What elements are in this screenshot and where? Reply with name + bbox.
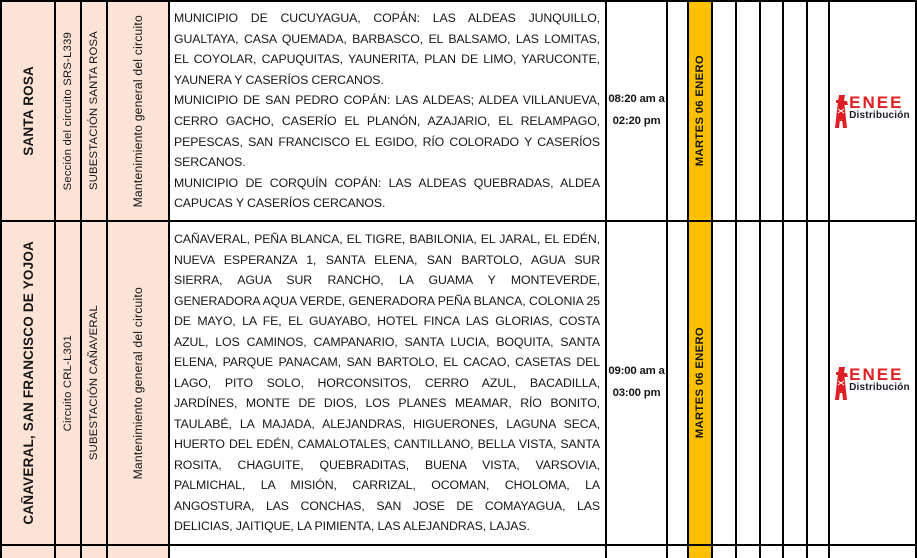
enee-wordmark: ENEE Distribución bbox=[849, 92, 910, 121]
day-cell-partial bbox=[668, 546, 687, 558]
enee-brand-text: ENEE bbox=[849, 92, 904, 112]
zone-name: SANTA ROSA bbox=[20, 66, 36, 156]
work-cell-partial bbox=[108, 546, 168, 558]
circuit-cell: Sección del circuito SRS-L339 bbox=[56, 2, 80, 220]
enee-brand-text: ENEE bbox=[849, 364, 904, 384]
areas-paragraph: MUNICIPIO DE CUCUYAGUA, COPÁN: LAS ALDEA… bbox=[174, 11, 600, 87]
zone-cell-partial bbox=[2, 546, 54, 558]
substation-label: SUBESTACIÓN CAÑAVERAL bbox=[88, 305, 100, 461]
work-label: Mantenimiento general del circuito bbox=[131, 286, 145, 480]
day-cell bbox=[761, 222, 782, 544]
work-cell: Mantenimiento general del circuito bbox=[108, 2, 168, 220]
day-cell bbox=[713, 222, 735, 544]
substation-cell: SUBESTACIÓN CAÑAVERAL bbox=[82, 222, 106, 544]
day-label: MARTES 06 ENERO bbox=[694, 327, 706, 439]
circuit-label: Circuito CRL-L301 bbox=[62, 334, 74, 432]
zone-cell: CAÑAVERAL, SAN FRANCISCO DE YOJOA bbox=[2, 222, 54, 544]
areas-paragraph: MUNICIPIO DE SAN PEDRO COPÁN: LAS ALDEAS… bbox=[174, 93, 600, 170]
transmission-tower-icon bbox=[835, 94, 849, 128]
day-cell bbox=[737, 2, 759, 220]
areas-paragraph: MUNICIPIO DE CORQUÍN COPÁN: LAS ALDEAS Q… bbox=[174, 175, 600, 211]
day-cell bbox=[761, 2, 782, 220]
areas-cell: CAÑAVERAL, PEÑA BLANCA, EL TIGRE, BABILO… bbox=[170, 222, 605, 544]
logo-cell: ENEE Distribución bbox=[830, 2, 915, 220]
enee-subbrand-text: Distribución bbox=[849, 381, 910, 393]
work-label: Mantenimiento general del circuito bbox=[131, 14, 145, 208]
substation-cell: SUBESTACIÓN SANTA ROSA bbox=[82, 2, 106, 220]
logo-cell: ENEE Distribución bbox=[830, 222, 915, 544]
circuit-cell-partial bbox=[56, 546, 80, 558]
enee-logo: ENEE Distribución bbox=[835, 364, 910, 400]
day-cell-highlighted: MARTES 06 ENERO bbox=[689, 222, 711, 544]
circuit-label: Sección del circuito SRS-L339 bbox=[62, 31, 74, 191]
substation-label: SUBESTACIÓN SANTA ROSA bbox=[88, 31, 100, 191]
enee-subbrand-text: Distribución bbox=[849, 109, 910, 121]
logo-cell-partial bbox=[830, 546, 915, 558]
zone-name: CAÑAVERAL, SAN FRANCISCO DE YOJOA bbox=[20, 241, 36, 525]
time-cell: 09:00 am a 03:00 pm bbox=[607, 222, 666, 544]
areas-cell: MUNICIPIO DE CUCUYAGUA, COPÁN: LAS ALDEA… bbox=[170, 2, 605, 220]
day-cell bbox=[784, 2, 806, 220]
substation-cell-partial bbox=[82, 546, 106, 558]
time-end: 03:00 pm bbox=[612, 387, 661, 399]
day-cell-partial bbox=[713, 546, 735, 558]
circuit-cell: Circuito CRL-L301 bbox=[56, 222, 80, 544]
day-cell-highlighted-partial bbox=[689, 546, 711, 558]
day-label: MARTES 06 ENERO bbox=[694, 55, 706, 167]
day-cell bbox=[713, 2, 735, 220]
day-cell bbox=[668, 222, 687, 544]
day-cell-partial bbox=[761, 546, 782, 558]
time-cell: 08:20 am a 02:20 pm bbox=[607, 2, 666, 220]
zone-cell: SANTA ROSA bbox=[2, 2, 54, 220]
areas-cell-partial bbox=[170, 546, 605, 558]
day-cell bbox=[668, 2, 687, 220]
day-cell-partial bbox=[784, 546, 806, 558]
day-cell bbox=[784, 222, 806, 544]
day-cell bbox=[808, 222, 828, 544]
time-cell-partial bbox=[607, 546, 666, 558]
day-cell bbox=[808, 2, 828, 220]
day-cell-highlighted: MARTES 06 ENERO bbox=[689, 2, 711, 220]
time-start: 08:20 am a bbox=[608, 93, 665, 106]
day-cell-partial bbox=[808, 546, 828, 558]
areas-paragraph: CAÑAVERAL, PEÑA BLANCA, EL TIGRE, BABILO… bbox=[174, 232, 600, 534]
day-cell-partial bbox=[737, 546, 759, 558]
work-cell: Mantenimiento general del circuito bbox=[108, 222, 168, 544]
enee-wordmark: ENEE Distribución bbox=[849, 364, 910, 393]
transmission-tower-icon bbox=[835, 366, 849, 400]
time-start: 09:00 am a bbox=[608, 365, 665, 378]
day-cell bbox=[737, 222, 759, 544]
enee-logo: ENEE Distribución bbox=[835, 92, 910, 128]
time-end: 02:20 pm bbox=[612, 115, 661, 127]
